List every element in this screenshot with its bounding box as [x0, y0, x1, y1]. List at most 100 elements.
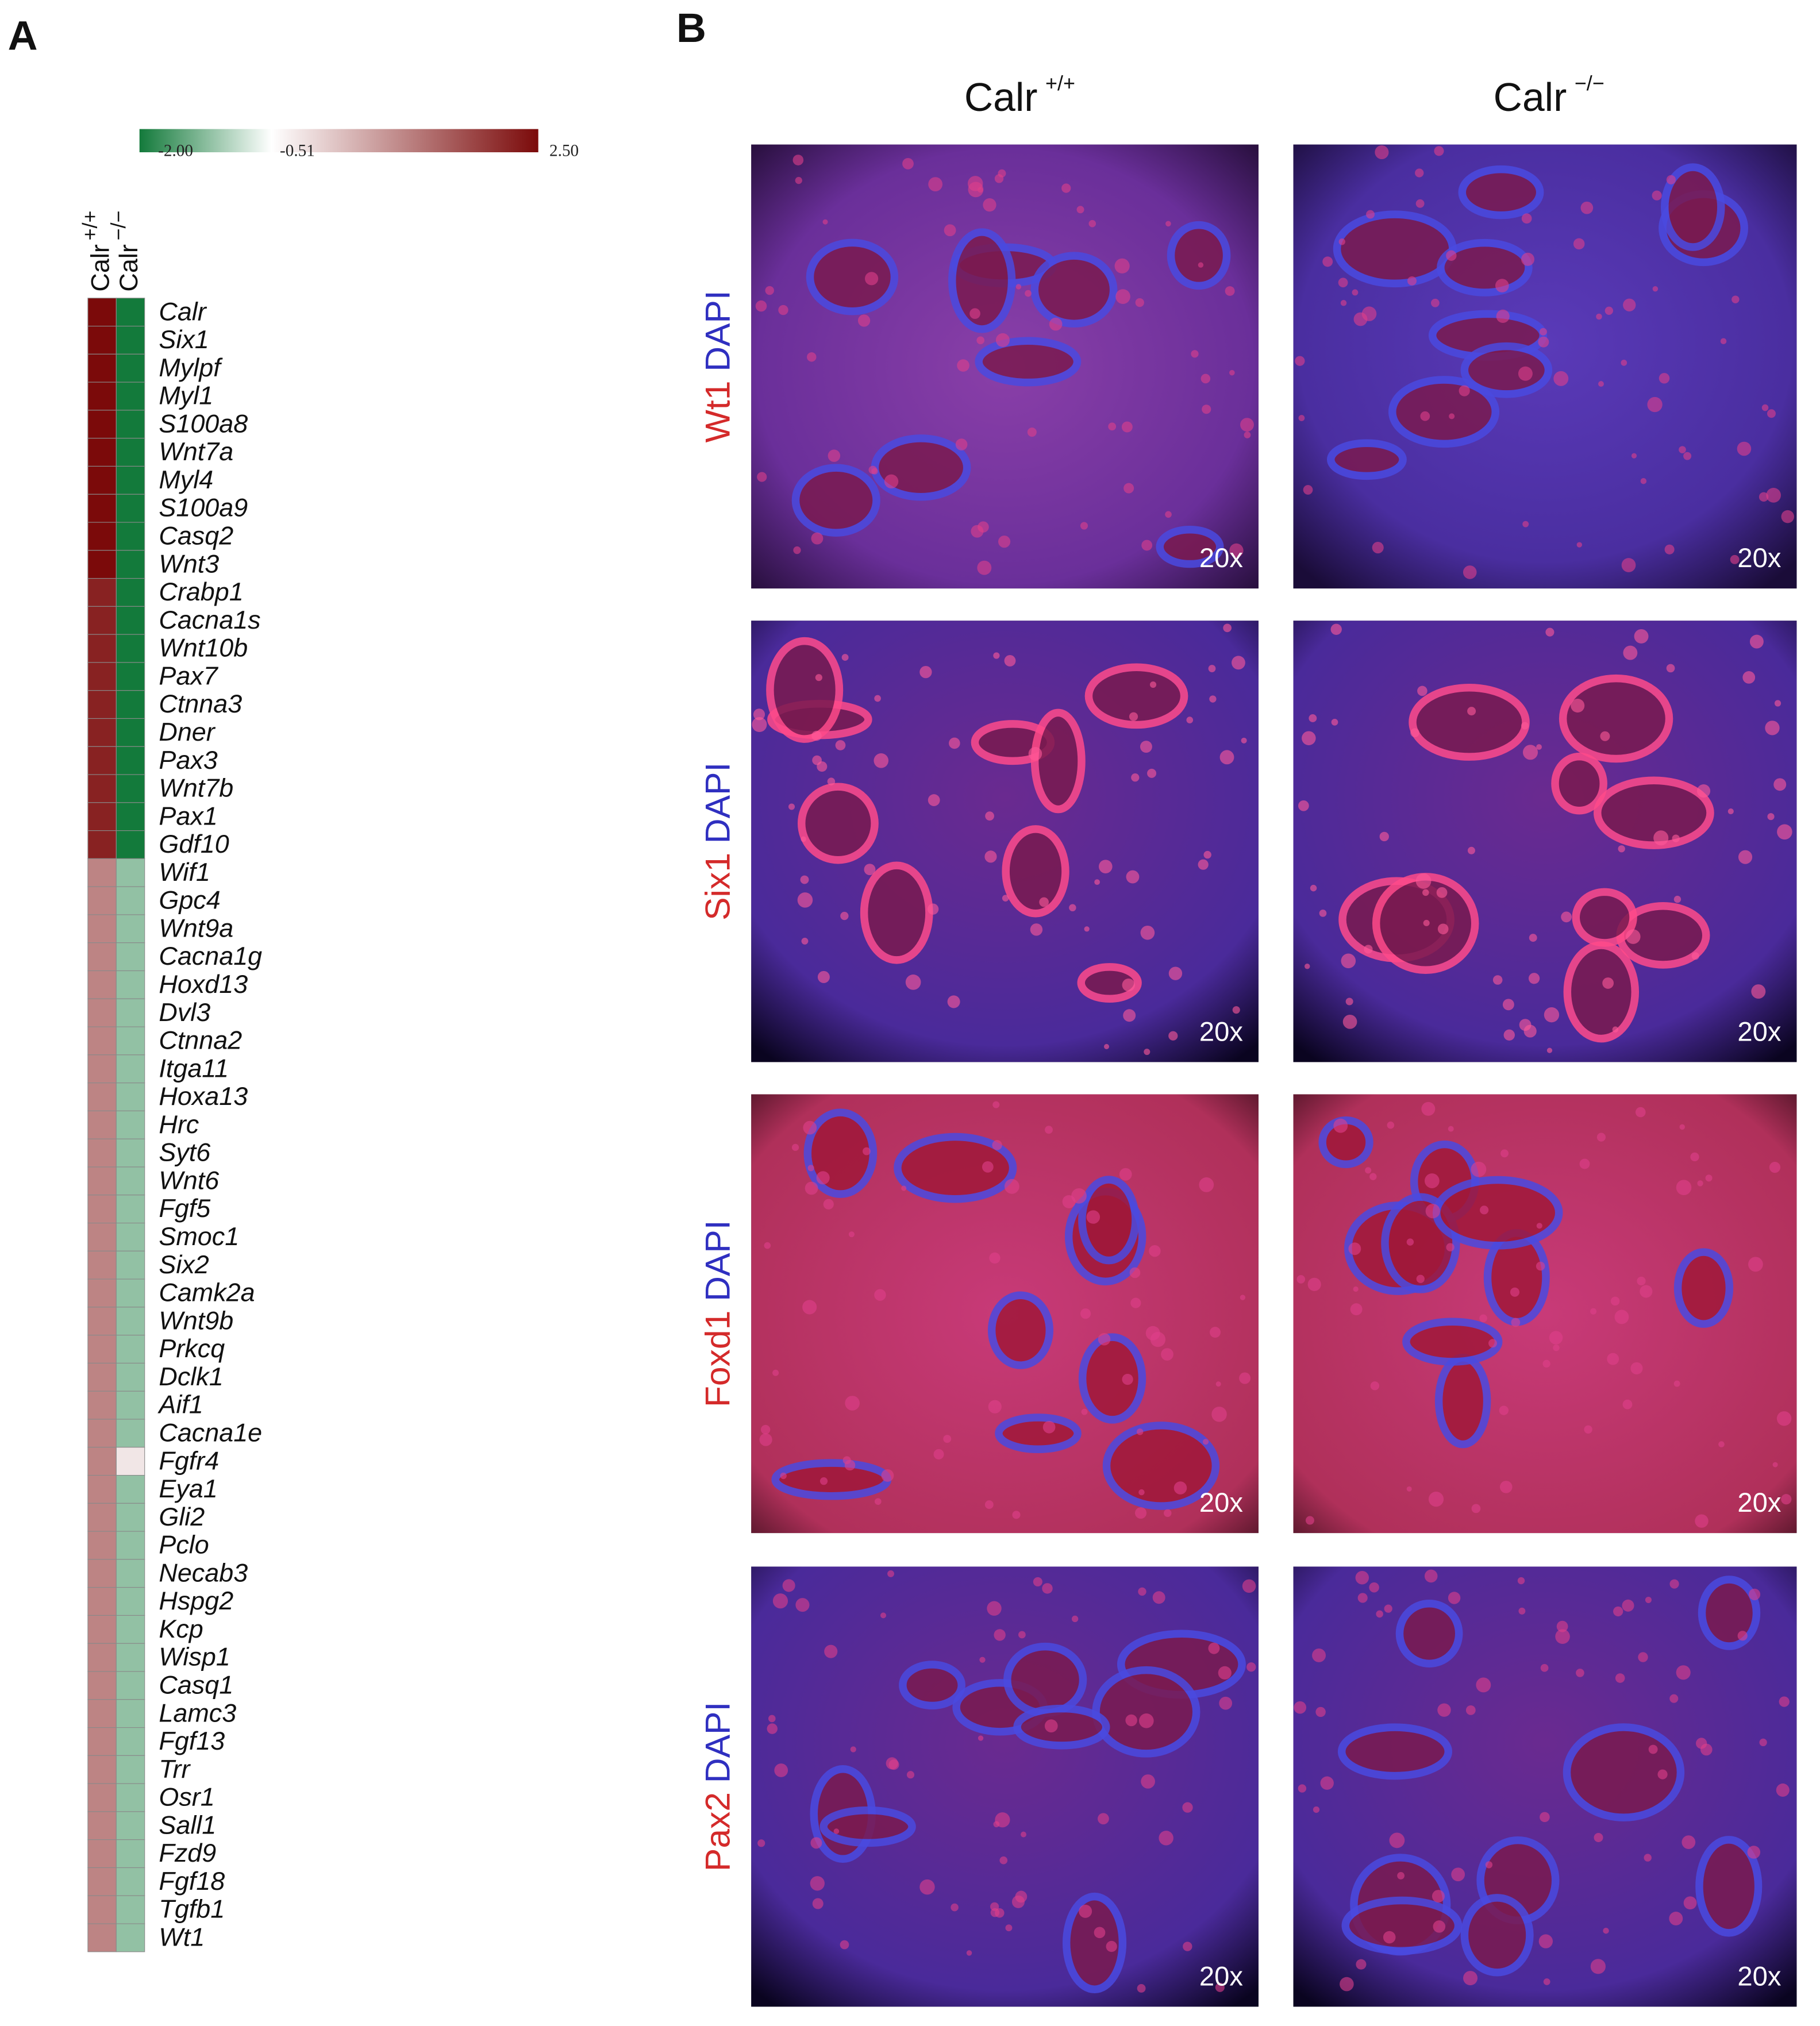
- nucleus: [1302, 731, 1316, 745]
- heatmap-cell: [87, 1195, 117, 1224]
- nucleus: [1737, 1631, 1748, 1641]
- nucleus: [1183, 1942, 1192, 1951]
- nucleus: [1015, 284, 1022, 290]
- tubule: [1409, 684, 1530, 761]
- gene-label: Gdf10: [159, 829, 229, 858]
- heatmap-cell: [116, 998, 145, 1027]
- nucleus: [1387, 1121, 1395, 1129]
- stain-name: Six1: [698, 853, 737, 920]
- heatmap-cell: [116, 634, 145, 663]
- gene-label: Crabp1: [159, 577, 243, 606]
- nucleus: [1295, 356, 1305, 366]
- nucleus: [1602, 977, 1614, 989]
- nucleus: [1108, 422, 1117, 431]
- heatmap-cell: [116, 774, 145, 803]
- tubule: [1337, 1723, 1452, 1780]
- nucleus: [1679, 1124, 1686, 1130]
- nucleus: [993, 652, 1000, 659]
- tubule: [1594, 776, 1714, 849]
- nucleus: [1407, 276, 1417, 286]
- nucleus: [1345, 997, 1353, 1006]
- gene-label: Casq2: [159, 521, 233, 550]
- nucleus: [802, 1300, 817, 1315]
- gene-label: Sall1: [159, 1810, 216, 1839]
- nucleus: [1463, 565, 1477, 579]
- nucleus: [1645, 1596, 1652, 1603]
- nucleus: [905, 975, 921, 990]
- nucleus: [1536, 1223, 1542, 1229]
- nucleus: [1626, 929, 1641, 944]
- heatmap-cell: [87, 522, 117, 551]
- heatmap-cell: [116, 1083, 145, 1111]
- nucleus: [992, 1140, 1002, 1150]
- nucleus: [1705, 1174, 1713, 1182]
- tubule: [1698, 1576, 1761, 1650]
- nucleus: [1618, 845, 1625, 853]
- nucleus: [1416, 1274, 1425, 1283]
- nucleus: [1330, 623, 1342, 635]
- counterstain-name: DAPI: [698, 1220, 737, 1301]
- heatmap-cell: [116, 830, 145, 859]
- nucleus: [1449, 413, 1455, 419]
- magnification: 20x: [1737, 1487, 1781, 1517]
- nucleus: [1098, 860, 1113, 873]
- nucleus: [1123, 1009, 1136, 1022]
- nucleus: [1027, 427, 1037, 437]
- nucleus: [844, 1459, 856, 1471]
- nucleus: [757, 472, 767, 482]
- nucleus: [1298, 800, 1309, 811]
- nucleus: [1446, 1243, 1455, 1251]
- heatmap-cell: [87, 718, 117, 747]
- nucleus: [1389, 1832, 1405, 1848]
- nucleus: [828, 449, 841, 462]
- nucleus: [827, 777, 836, 785]
- nucleus: [1777, 824, 1792, 840]
- heatmap-cell: [87, 465, 117, 495]
- nucleus: [840, 911, 849, 920]
- heatmap-cell: [87, 1783, 117, 1812]
- heatmap-cell: [87, 830, 117, 859]
- nucleus: [1340, 300, 1347, 306]
- nucleus: [795, 176, 802, 184]
- column-name: Calr: [1494, 75, 1567, 120]
- nucleus: [1500, 1149, 1509, 1158]
- nucleus: [823, 1199, 834, 1210]
- gene-label: S100a9: [159, 493, 248, 522]
- nucleus: [1219, 750, 1234, 765]
- heatmap-cell: [87, 662, 117, 691]
- nucleus: [1364, 945, 1373, 954]
- nucleus: [1136, 1428, 1144, 1435]
- nucleus: [1727, 808, 1734, 815]
- nucleus: [1594, 1832, 1603, 1843]
- gene-label: Wnt10b: [159, 633, 248, 663]
- nucleus: [864, 272, 879, 286]
- nucleus: [1424, 1569, 1438, 1583]
- nucleus: [1131, 773, 1140, 782]
- magnification: 20x: [1199, 1016, 1243, 1046]
- tubule: [1333, 210, 1457, 288]
- gene-label: Cacna1e: [159, 1418, 262, 1447]
- nucleus: [1129, 712, 1138, 721]
- heatmap-cell: [87, 1222, 117, 1251]
- heatmap-cell: [116, 410, 145, 439]
- tubule: [1437, 238, 1533, 296]
- nucleus: [1673, 1380, 1680, 1387]
- nucleus: [949, 737, 960, 749]
- nucleus: [1165, 511, 1172, 518]
- heatmap-cell: [87, 1138, 117, 1168]
- nucleus: [1417, 685, 1427, 696]
- nucleus: [1604, 306, 1613, 315]
- nucleus: [840, 1940, 849, 1950]
- heatmap-cell: [87, 353, 117, 383]
- row-label: Pax2 DAPI: [698, 1702, 737, 1871]
- heatmap-cell: [116, 1811, 145, 1840]
- nucleus: [1476, 1677, 1491, 1693]
- gene-label: Wt1: [159, 1923, 205, 1952]
- nucleus: [1695, 1514, 1709, 1528]
- tubule: [1458, 165, 1544, 219]
- nucleus: [1144, 1049, 1151, 1056]
- heatmap-cell: [116, 494, 145, 523]
- nucleus: [1239, 1372, 1251, 1384]
- heatmap-cell: [116, 886, 145, 915]
